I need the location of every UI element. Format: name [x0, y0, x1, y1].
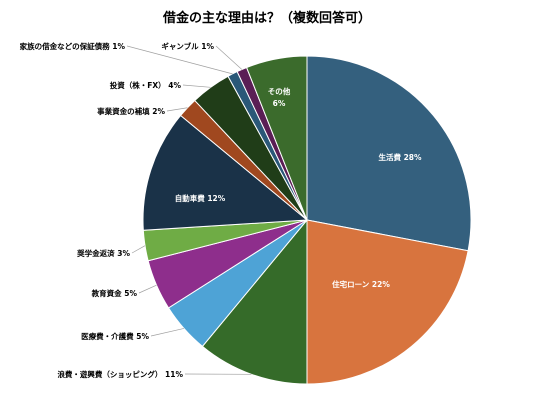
- slice-label-9: 投資（株・FX） 4%: [110, 80, 182, 90]
- pie-slice-7: [142, 114, 309, 231]
- slice-label-4: 医療費・介護費 5%: [81, 331, 149, 341]
- leader-line-4: [150, 328, 185, 337]
- slice-label-5: 教育資金 5%: [91, 288, 138, 298]
- leader-lines: [126, 45, 252, 375]
- slice-label-2: 住宅ローン 22%: [332, 279, 390, 289]
- leader-line-9: [182, 84, 211, 88]
- slice-labels: 生活費 28% 住宅ローン 22% 浪費・遊興費（ショッピング） 11% 医療費・介護…: [20, 41, 422, 379]
- leader-line-10: [126, 45, 233, 75]
- slice-label-1: 生活費 28%: [378, 152, 422, 162]
- slice-label-6: 奨学金返済 3%: [76, 248, 130, 258]
- pie-slices: [142, 55, 472, 385]
- leader-line-11: [215, 45, 243, 70]
- slice-label-11: ギャンブル 1%: [161, 41, 214, 51]
- pie-slice-2: [306, 219, 469, 385]
- slice-label-8: 事業資金の補填 2%: [97, 106, 165, 116]
- leader-line-8: [166, 107, 188, 112]
- chart-title: 借金の主な理由は？（複数回答可）: [162, 10, 371, 26]
- slice-label-7: 自動車費 12%: [175, 193, 226, 203]
- leader-line-6: [131, 245, 146, 254]
- pie-slice-12: [245, 55, 308, 221]
- slice-label-12: その他 6%: [268, 86, 291, 108]
- pie-slice-1: [306, 55, 472, 252]
- pie-slice-3: [201, 218, 308, 385]
- leader-line-5: [138, 284, 157, 294]
- slice-label-3: 浪費・遊興費（ショッピング） 11%: [57, 369, 183, 379]
- slice-label-10: 家族の借金などの保証債務 1%: [20, 41, 126, 51]
